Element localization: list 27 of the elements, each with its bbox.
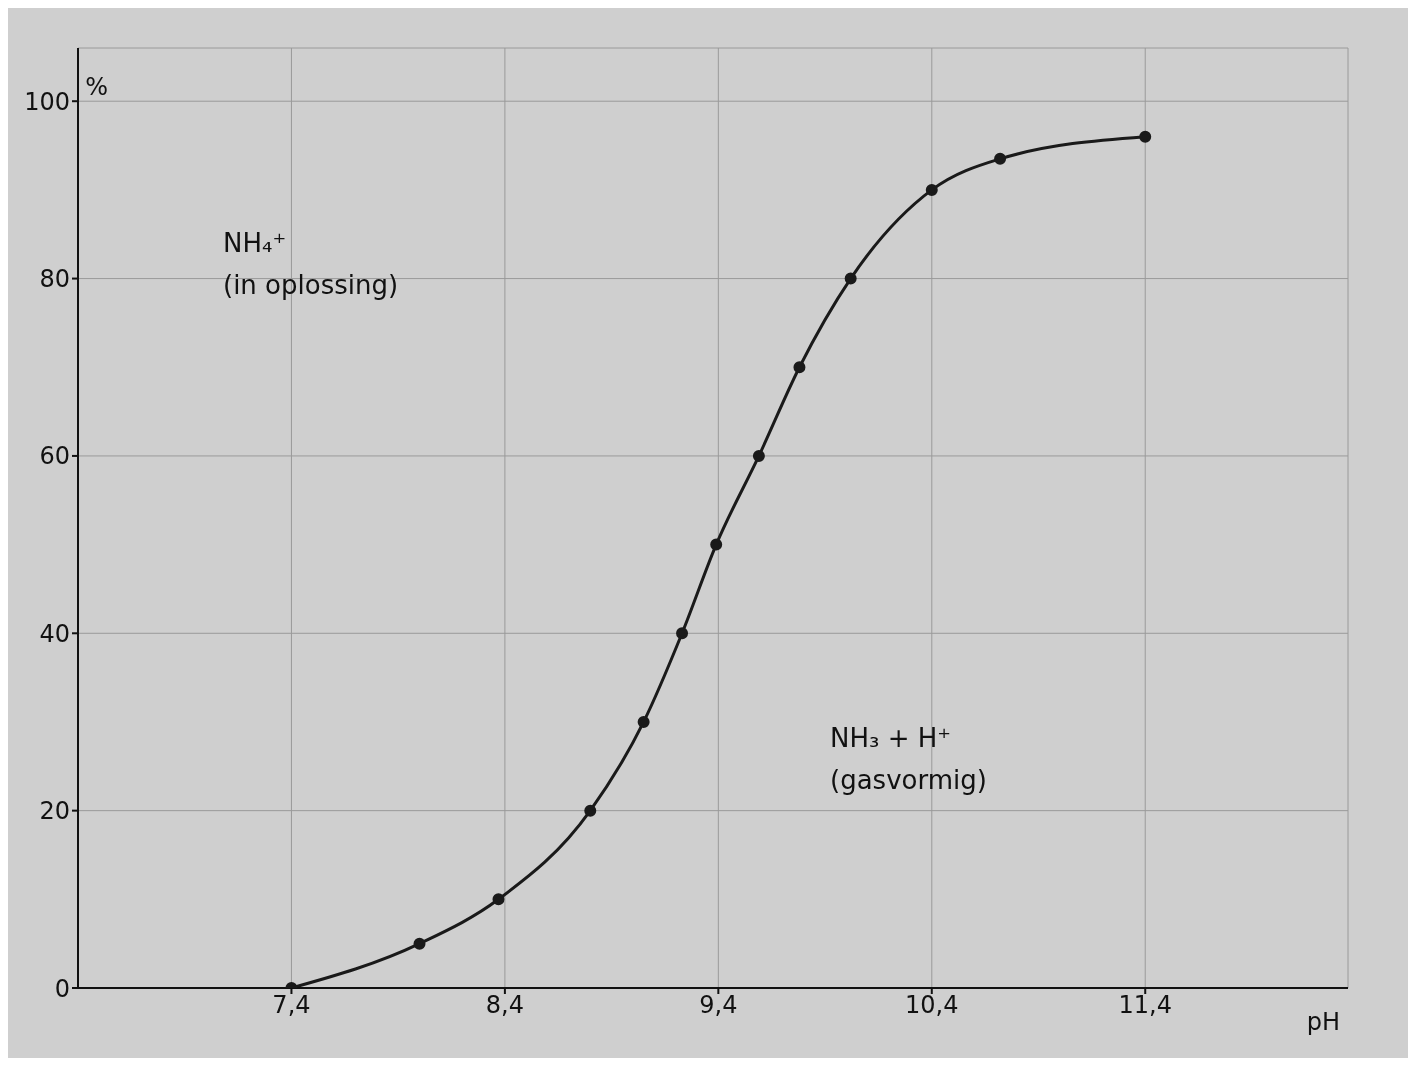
annotation: NH₄⁺ (in oplossing) xyxy=(223,227,399,302)
point xyxy=(710,538,723,551)
y-tick-label: 40 xyxy=(39,619,70,648)
x-tick-label: 9,4 xyxy=(699,991,738,1020)
y-tick-label: 100 xyxy=(24,87,70,116)
x-axis-title: pH xyxy=(1306,1008,1340,1036)
point xyxy=(676,627,689,640)
y-tick-label: 60 xyxy=(39,442,70,471)
point xyxy=(492,893,505,906)
x-tick-label: 11,4 xyxy=(1118,991,1172,1020)
point xyxy=(413,937,426,950)
point xyxy=(994,152,1007,165)
point xyxy=(752,449,765,462)
y-tick-label: 20 xyxy=(39,797,70,826)
point xyxy=(637,715,650,728)
point xyxy=(925,183,938,196)
x-tick-label: 7,4 xyxy=(272,991,311,1020)
point xyxy=(844,272,857,285)
y-tick-label: 0 xyxy=(54,974,70,1003)
y-axis-title: % xyxy=(85,73,108,102)
x-tick-label: 10,4 xyxy=(905,991,959,1020)
point xyxy=(1139,130,1152,143)
x-tick-label: 8,4 xyxy=(485,991,524,1020)
y-tick-label: 80 xyxy=(39,265,70,294)
point xyxy=(793,361,806,374)
annotation: NH₃ + H⁺ (gasvormig) xyxy=(830,722,987,797)
point xyxy=(584,804,597,817)
